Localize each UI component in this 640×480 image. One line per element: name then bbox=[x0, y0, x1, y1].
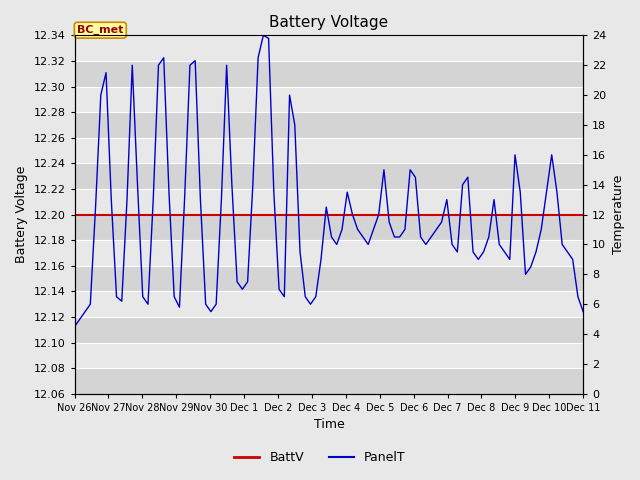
Bar bbox=[75, 266, 583, 291]
Bar bbox=[75, 291, 583, 317]
Bar bbox=[75, 215, 583, 240]
Bar bbox=[75, 36, 583, 61]
Bar bbox=[75, 189, 583, 215]
Y-axis label: Temperature: Temperature bbox=[612, 175, 625, 254]
Bar bbox=[75, 61, 583, 86]
Bar bbox=[75, 343, 583, 368]
Legend: BattV, PanelT: BattV, PanelT bbox=[229, 446, 411, 469]
Y-axis label: Battery Voltage: Battery Voltage bbox=[15, 166, 28, 263]
Bar bbox=[75, 163, 583, 189]
Bar bbox=[75, 86, 583, 112]
Bar bbox=[75, 138, 583, 163]
Bar bbox=[75, 240, 583, 266]
Text: BC_met: BC_met bbox=[77, 25, 124, 36]
Bar bbox=[75, 112, 583, 138]
X-axis label: Time: Time bbox=[314, 419, 344, 432]
Title: Battery Voltage: Battery Voltage bbox=[269, 15, 388, 30]
Bar bbox=[75, 317, 583, 343]
Bar bbox=[75, 368, 583, 394]
